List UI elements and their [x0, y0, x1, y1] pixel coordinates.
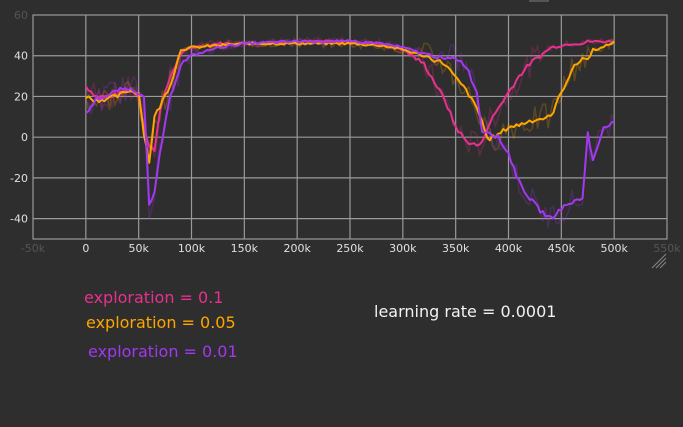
svg-text:0: 0 [82, 242, 89, 255]
line-chart: 40 20 0 -20 -40 60 0 50k 100k 150k 200k 250k 300k 35… [10, 9, 681, 269]
svg-text:300k: 300k [389, 242, 417, 255]
svg-text:50k: 50k [128, 242, 149, 255]
legend-item-exploration-0.01: exploration = 0.01 [88, 342, 238, 361]
chart-grid [32, 14, 668, 240]
svg-text:450k: 450k [548, 242, 576, 255]
y-axis-ticks: 40 20 0 -20 -40 60 [10, 9, 28, 226]
svg-text:550k: 550k [653, 242, 681, 255]
svg-text:60: 60 [14, 9, 28, 22]
svg-text:200k: 200k [283, 242, 311, 255]
smoothed-series-lines [84, 39, 615, 220]
svg-text:40: 40 [14, 50, 28, 63]
svg-text:250k: 250k [336, 242, 364, 255]
svg-text:100k: 100k [178, 242, 206, 255]
series-line-1 [85, 40, 615, 164]
legend-item-exploration-0.1: exploration = 0.1 [84, 288, 224, 307]
learning-rate-annotation: learning rate = 0.0001 [374, 302, 557, 321]
svg-text:20: 20 [14, 90, 28, 103]
series-line-0 [84, 39, 615, 152]
legend-item-exploration-0.05: exploration = 0.05 [86, 313, 236, 332]
resize-handle-icon[interactable] [651, 253, 667, 269]
svg-text:350k: 350k [442, 242, 470, 255]
svg-text:-40: -40 [10, 213, 28, 226]
svg-text:0: 0 [21, 131, 28, 144]
series-line-2 [85, 39, 615, 220]
svg-text:-20: -20 [10, 172, 28, 185]
panel-drag-handle[interactable] [529, 0, 549, 2]
svg-text:400k: 400k [495, 242, 523, 255]
x-axis-ticks: 0 50k 100k 150k 200k 250k 300k 350k 400k 450k 500k… [21, 242, 681, 255]
svg-text:-50k: -50k [21, 242, 46, 255]
svg-text:500k: 500k [600, 242, 628, 255]
svg-text:150k: 150k [231, 242, 259, 255]
